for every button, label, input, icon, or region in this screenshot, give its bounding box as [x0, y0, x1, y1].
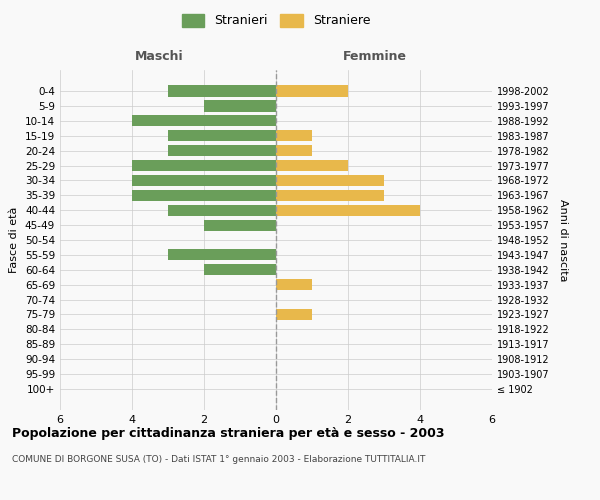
Bar	[132, 160, 276, 171]
Bar	[276, 160, 348, 171]
Text: Popolazione per cittadinanza straniera per età e sesso - 2003: Popolazione per cittadinanza straniera p…	[12, 428, 445, 440]
Y-axis label: Fasce di età: Fasce di età	[10, 207, 19, 273]
Bar	[276, 130, 312, 141]
Bar	[276, 309, 312, 320]
Text: Maschi: Maschi	[134, 50, 184, 62]
Bar	[276, 204, 420, 216]
Bar	[168, 204, 276, 216]
Bar	[168, 145, 276, 156]
Bar	[276, 279, 312, 290]
Bar	[204, 220, 276, 230]
Bar	[276, 190, 384, 201]
Text: COMUNE DI BORGONE SUSA (TO) - Dati ISTAT 1° gennaio 2003 - Elaborazione TUTTITAL: COMUNE DI BORGONE SUSA (TO) - Dati ISTAT…	[12, 455, 425, 464]
Bar	[132, 175, 276, 186]
Bar	[276, 175, 384, 186]
Legend: Stranieri, Straniere: Stranieri, Straniere	[182, 14, 370, 28]
Text: Femmine: Femmine	[343, 50, 407, 62]
Bar	[276, 86, 348, 96]
Bar	[168, 86, 276, 96]
Bar	[168, 250, 276, 260]
Bar	[132, 115, 276, 126]
Bar	[204, 264, 276, 276]
Y-axis label: Anni di nascita: Anni di nascita	[558, 198, 568, 281]
Bar	[204, 100, 276, 112]
Bar	[168, 130, 276, 141]
Bar	[276, 145, 312, 156]
Bar	[132, 190, 276, 201]
